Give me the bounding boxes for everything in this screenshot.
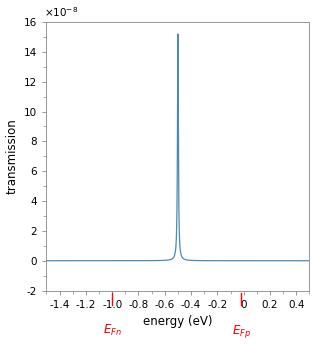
Y-axis label: transmission: transmission — [6, 118, 19, 194]
X-axis label: energy (eV): energy (eV) — [143, 315, 213, 328]
Text: $E_{Fn}$: $E_{Fn}$ — [103, 323, 122, 338]
Text: $E_{Fp}$: $E_{Fp}$ — [232, 323, 250, 340]
Text: $\times10^{-8}$: $\times10^{-8}$ — [44, 6, 78, 19]
